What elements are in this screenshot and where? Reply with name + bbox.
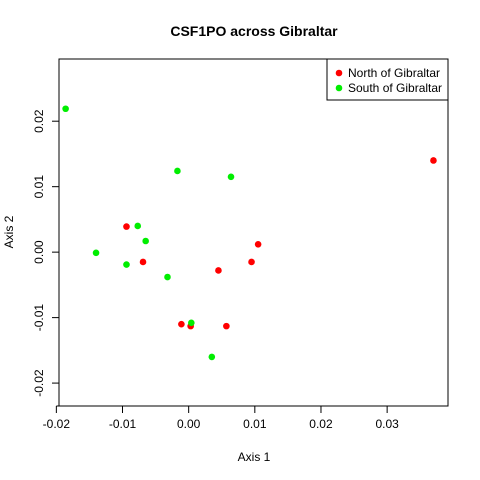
legend-label-north: North of Gibraltar: [348, 66, 440, 80]
legend-marker-north: [335, 69, 343, 77]
point-series-0: [123, 223, 130, 230]
legend: North of Gibraltar South of Gibraltar: [326, 58, 449, 101]
y-axis: -0.02 -0.01 0.00 0.01 0.02: [32, 109, 60, 397]
point-series-0: [254, 240, 262, 248]
point-series-0: [430, 157, 437, 164]
x-axis: -0.02 -0.01 0.00 0.01 0.02 0.03: [43, 405, 399, 431]
x-tick-label: -0.01: [109, 417, 137, 431]
point-series-1: [134, 222, 142, 230]
y-axis-label: Axis 2: [2, 215, 16, 248]
point-series-1: [188, 319, 195, 327]
point-series-0: [178, 320, 185, 328]
x-tick-label: 0.02: [309, 417, 333, 431]
plot-frame: [58, 58, 449, 407]
point-series-1: [123, 261, 130, 268]
point-series-0: [223, 322, 230, 330]
point-series-0: [248, 258, 255, 266]
legend-marker-south: [335, 84, 343, 92]
x-tick-label: 0.01: [243, 417, 267, 431]
y-tick-label: 0.02: [32, 109, 46, 133]
point-series-0: [215, 267, 222, 274]
legend-box: [326, 58, 449, 101]
y-tick-label: 0.00: [32, 240, 46, 264]
point-series-1: [92, 249, 100, 257]
point-series-0: [139, 258, 147, 266]
x-tick-label: -0.02: [43, 417, 71, 431]
x-tick-label: 0.03: [375, 417, 399, 431]
data-points: [62, 105, 437, 361]
point-series-1: [142, 237, 149, 245]
x-tick-label: 0.00: [177, 417, 201, 431]
y-tick-label: 0.01: [32, 175, 46, 199]
y-tick-label: -0.01: [32, 304, 46, 332]
legend-label-south: South of Gibraltar: [348, 81, 442, 95]
y-tick-label: -0.02: [32, 369, 46, 397]
point-series-1: [164, 273, 171, 281]
x-axis-label: Axis 1: [238, 450, 271, 464]
point-series-1: [62, 105, 69, 113]
point-series-1: [208, 353, 216, 361]
point-series-1: [227, 173, 235, 181]
chart-title: CSF1PO across Gibraltar: [170, 23, 338, 39]
point-series-1: [174, 167, 181, 175]
